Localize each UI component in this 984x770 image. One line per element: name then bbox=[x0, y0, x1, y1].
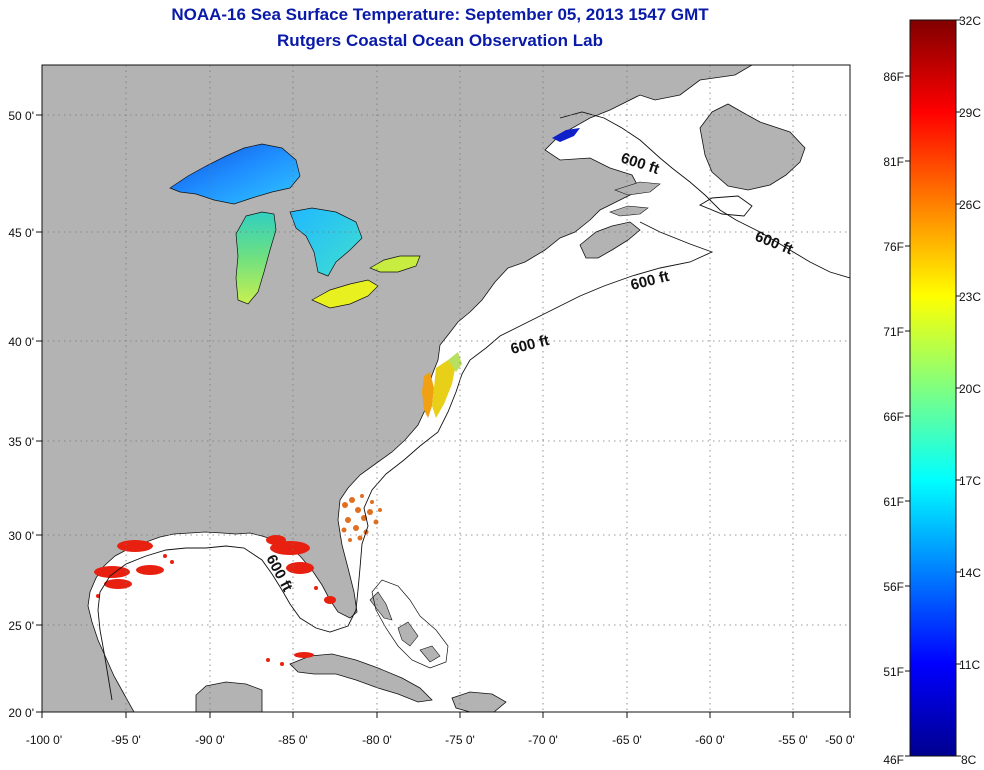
colorbar-fahrenheit-label: 66F bbox=[883, 410, 904, 424]
cuba-land bbox=[289, 653, 433, 703]
lat-label: 45 0' bbox=[8, 226, 34, 240]
lake-ontario-sst bbox=[369, 255, 421, 273]
bahamas-bank bbox=[371, 579, 449, 669]
longitude-labels: -100 0' -95 0' -90 0' -85 0' -80 0' -75 … bbox=[26, 733, 855, 747]
colorbar-fahrenheit-label: 61F bbox=[883, 495, 904, 509]
lon-label: -65 0' bbox=[612, 733, 642, 747]
colorbar-fahrenheit-label: 86F bbox=[883, 70, 904, 84]
colorbar-celsius-label: 11C bbox=[959, 658, 980, 672]
colorbar-celsius-label: 20C bbox=[959, 382, 981, 396]
delmarva-shelf-sst bbox=[432, 360, 456, 418]
lake-huron-sst bbox=[289, 207, 363, 277]
isobath-600ft bbox=[97, 111, 850, 701]
lon-label: -75 0' bbox=[445, 733, 475, 747]
colorbar-fahrenheit-label: 51F bbox=[883, 665, 904, 679]
colorbar-fahrenheit-label: 56F bbox=[883, 580, 904, 594]
latitude-labels: 50 0' 45 0' 40 0' 35 0' 30 0' 25 0' 20 0… bbox=[8, 109, 34, 720]
lon-label: -50 0' bbox=[825, 733, 855, 747]
nova-scotia-land bbox=[579, 221, 641, 259]
lon-label: -100 0' bbox=[26, 733, 62, 747]
lake-erie-sst bbox=[311, 279, 379, 309]
map-title: NOAA-16 Sea Surface Temperature: Septemb… bbox=[171, 5, 709, 24]
tick-marks bbox=[36, 114, 851, 718]
lake-michigan-sst bbox=[235, 211, 277, 305]
map-frame bbox=[41, 64, 851, 713]
graticule bbox=[42, 65, 850, 712]
anticosti-land bbox=[614, 181, 661, 196]
colorbar-fahrenheit-label: 76F bbox=[883, 240, 904, 254]
bahamas-land bbox=[369, 591, 441, 663]
nj-shelf-sst bbox=[448, 352, 462, 372]
st-lawrence-sst bbox=[552, 128, 580, 142]
lat-label: 40 0' bbox=[8, 335, 34, 349]
colorbar: 32C 29C 26C 23C 20C 17C 14C 11C 8C 86F 8… bbox=[883, 14, 981, 767]
colorbar-celsius-label: 17C bbox=[959, 474, 981, 488]
colorbar-fahrenheit-label: 81F bbox=[883, 155, 904, 169]
lon-label: -55 0' bbox=[778, 733, 808, 747]
map-area: 600 ft 600 ft 600 ft 600 ft 600 ft bbox=[42, 65, 850, 712]
pei-land bbox=[609, 205, 649, 217]
lat-label: 30 0' bbox=[8, 529, 34, 543]
lake-superior-sst bbox=[169, 143, 301, 205]
colorbar-celsius-label: 26C bbox=[959, 198, 981, 212]
yucatan-land bbox=[195, 681, 263, 712]
lon-label: -95 0' bbox=[111, 733, 141, 747]
colorbar-fahrenheit-label: 71F bbox=[883, 325, 904, 339]
lat-label: 35 0' bbox=[8, 435, 34, 449]
lon-label: -70 0' bbox=[528, 733, 558, 747]
lon-label: -85 0' bbox=[278, 733, 308, 747]
colorbar-celsius-label: 23C bbox=[959, 290, 981, 304]
lat-label: 50 0' bbox=[8, 109, 34, 123]
lon-label: -60 0' bbox=[695, 733, 725, 747]
map-subtitle: Rutgers Coastal Ocean Observation Lab bbox=[277, 31, 603, 50]
colorbar-celsius-label: 14C bbox=[959, 566, 981, 580]
hispaniola-land bbox=[451, 691, 507, 712]
colorbar-celsius-label: 29C bbox=[959, 106, 981, 120]
chesapeake-sst bbox=[422, 372, 434, 418]
lon-label: -90 0' bbox=[195, 733, 225, 747]
lon-label: -80 0' bbox=[362, 733, 392, 747]
lat-label: 25 0' bbox=[8, 619, 34, 633]
newfoundland-land bbox=[699, 103, 806, 191]
colorbar-fahrenheit-label: 46F bbox=[883, 753, 904, 767]
colorbar-gradient bbox=[909, 19, 957, 757]
colorbar-celsius-label: 8C bbox=[961, 753, 977, 767]
lat-label: 20 0' bbox=[8, 706, 34, 720]
colorbar-celsius-label: 32C bbox=[959, 14, 981, 28]
